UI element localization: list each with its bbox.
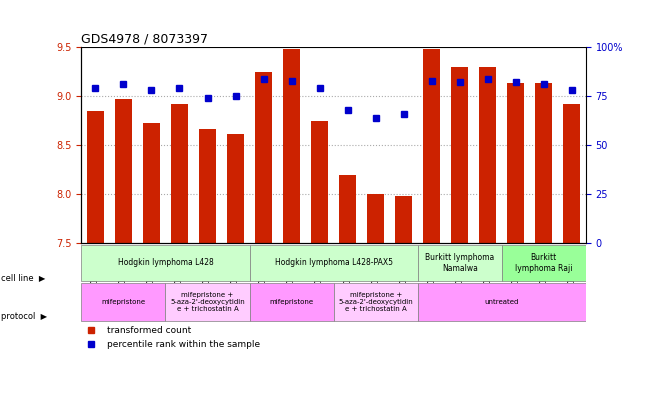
Bar <box>311 121 328 243</box>
Bar <box>479 67 496 243</box>
FancyBboxPatch shape <box>81 283 165 321</box>
Bar <box>227 134 244 243</box>
Bar <box>255 72 272 243</box>
Bar <box>395 196 412 243</box>
Text: Burkitt lymphoma
Namalwa: Burkitt lymphoma Namalwa <box>425 253 494 273</box>
FancyBboxPatch shape <box>333 283 418 321</box>
FancyBboxPatch shape <box>502 245 586 281</box>
Bar <box>507 83 524 243</box>
Bar <box>283 49 300 243</box>
Text: GDS4978 / 8073397: GDS4978 / 8073397 <box>81 33 208 46</box>
FancyBboxPatch shape <box>249 283 333 321</box>
FancyBboxPatch shape <box>81 245 249 281</box>
Text: Hodgkin lymphoma L428: Hodgkin lymphoma L428 <box>118 259 214 267</box>
Text: mifepristone: mifepristone <box>270 299 314 305</box>
Bar <box>115 99 132 243</box>
Bar <box>171 104 188 243</box>
Text: protocol  ▶: protocol ▶ <box>1 312 47 321</box>
Bar <box>367 194 384 243</box>
FancyBboxPatch shape <box>165 283 249 321</box>
Bar <box>339 174 356 243</box>
Text: Hodgkin lymphoma L428-PAX5: Hodgkin lymphoma L428-PAX5 <box>275 259 393 267</box>
FancyBboxPatch shape <box>418 245 502 281</box>
Bar <box>143 123 160 243</box>
Bar <box>423 49 440 243</box>
Bar <box>564 104 580 243</box>
Text: transformed count: transformed count <box>107 326 191 335</box>
Bar <box>451 67 468 243</box>
Text: cell line  ▶: cell line ▶ <box>1 273 45 281</box>
Bar <box>199 129 216 243</box>
Text: Burkitt
lymphoma Raji: Burkitt lymphoma Raji <box>515 253 573 273</box>
Text: untreated: untreated <box>484 299 519 305</box>
Bar <box>535 83 552 243</box>
Text: mifepristone: mifepristone <box>102 299 145 305</box>
FancyBboxPatch shape <box>418 283 586 321</box>
Text: mifepristone +
5-aza-2'-deoxycytidin
e + trichostatin A: mifepristone + 5-aza-2'-deoxycytidin e +… <box>170 292 245 312</box>
Text: mifepristone +
5-aza-2'-deoxycytidin
e + trichostatin A: mifepristone + 5-aza-2'-deoxycytidin e +… <box>339 292 413 312</box>
Bar <box>87 111 104 243</box>
FancyBboxPatch shape <box>249 245 418 281</box>
Text: percentile rank within the sample: percentile rank within the sample <box>107 340 260 349</box>
